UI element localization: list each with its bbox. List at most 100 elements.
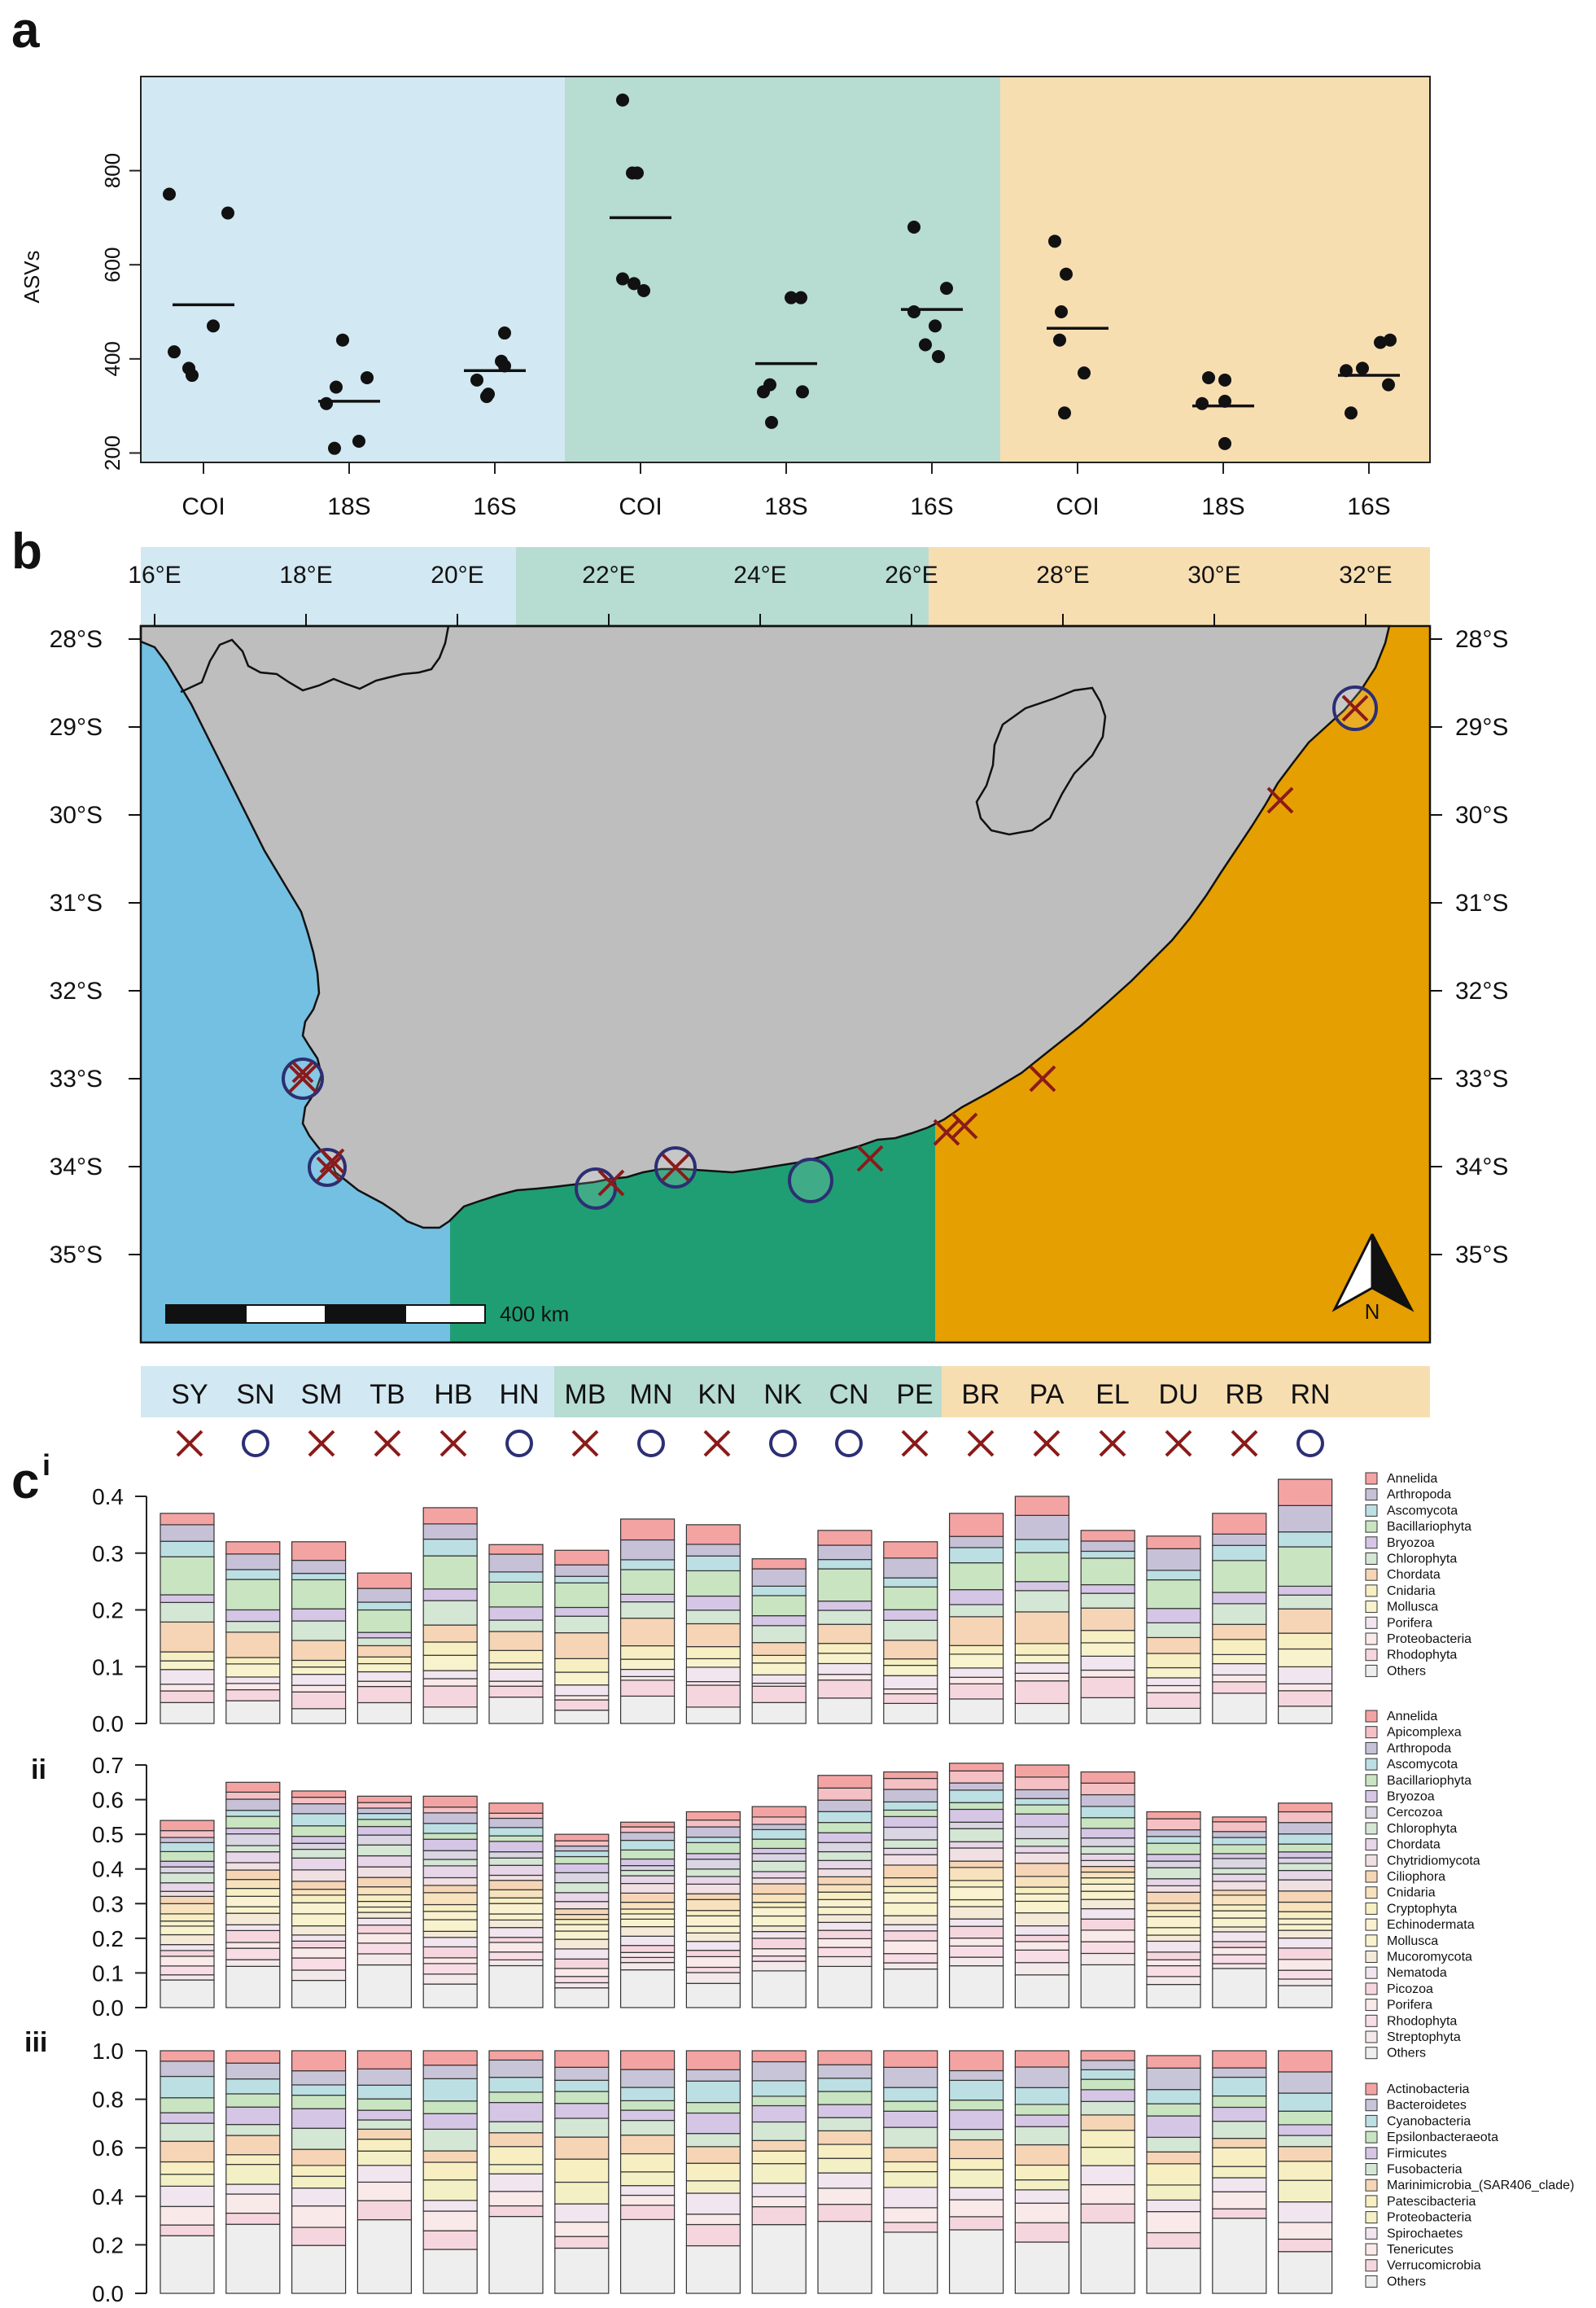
data-point bbox=[1055, 305, 1068, 319]
bar-segment bbox=[751, 1883, 807, 1895]
bar-segment bbox=[1212, 2177, 1267, 2192]
bar-segment bbox=[948, 2069, 1004, 2081]
data-point bbox=[1058, 406, 1071, 420]
site-code: BR bbox=[961, 1379, 999, 1410]
bar-segment bbox=[554, 2158, 610, 2183]
data-point bbox=[932, 349, 945, 363]
stacked-bar bbox=[817, 2050, 872, 2294]
legend-swatch bbox=[1365, 2030, 1378, 2043]
bar-segment bbox=[817, 1842, 872, 1853]
legend-label: Cercozoa bbox=[1387, 1806, 1443, 1820]
legend-label: Bryozoa bbox=[1387, 1536, 1435, 1550]
bar-segment bbox=[291, 2205, 347, 2228]
bar-segment bbox=[685, 1819, 741, 1828]
bar-segment bbox=[1014, 1846, 1070, 1854]
legend-swatch bbox=[1365, 2243, 1378, 2256]
bar-segment bbox=[1212, 1693, 1267, 1724]
bar-segment bbox=[619, 1821, 676, 1828]
bar-segment bbox=[422, 1983, 478, 2008]
bar-segment bbox=[751, 1625, 807, 1644]
site-code: PA bbox=[1030, 1379, 1065, 1410]
bar-segment bbox=[488, 1662, 544, 1670]
legend-swatch bbox=[1365, 1918, 1378, 1931]
legend-label: Picozoa bbox=[1387, 1982, 1433, 1996]
bar-segment bbox=[356, 2068, 412, 2086]
bar-segment bbox=[948, 1562, 1004, 1591]
bar-segment bbox=[883, 1801, 938, 1811]
bar-segment bbox=[883, 1664, 938, 1676]
bar-segment bbox=[1146, 1878, 1201, 1886]
bar-segment bbox=[948, 1763, 1004, 1772]
bar-segment bbox=[1212, 1674, 1267, 1683]
bar-segment bbox=[883, 2087, 938, 2102]
bar-segment bbox=[1014, 1702, 1070, 1724]
legend-swatch bbox=[1365, 2082, 1378, 2096]
bar-segment bbox=[948, 2128, 1004, 2141]
data-point bbox=[796, 385, 809, 399]
lon-tick-label: 18°E bbox=[279, 562, 332, 589]
bar-segment bbox=[488, 1697, 544, 1724]
legend-swatch bbox=[1365, 2211, 1378, 2224]
bar-segment bbox=[422, 1807, 478, 1814]
bar-segment bbox=[685, 1658, 741, 1668]
bar-segment bbox=[1014, 2164, 1070, 2181]
legend-label: Mollusca bbox=[1387, 1601, 1438, 1614]
bar-segment bbox=[422, 1670, 478, 1680]
bar-segment bbox=[422, 1937, 478, 1948]
bar-segment bbox=[1080, 1866, 1135, 1873]
bar-segment bbox=[1212, 1623, 1267, 1640]
site-code: PE bbox=[896, 1379, 933, 1410]
bar-segment bbox=[1146, 1910, 1201, 1917]
lesotho-outline bbox=[975, 686, 1107, 836]
bar-segment bbox=[948, 1938, 1004, 1947]
bar-segment bbox=[948, 1886, 1004, 1901]
stacked-bar-ci: 0.0 0.1 0.2 0.3 0.4 Annelida Arthropoda Ascomyc… bbox=[92, 1472, 1471, 1736]
bar-segment bbox=[685, 2112, 741, 2135]
bar-segment bbox=[422, 2249, 478, 2294]
bar-segment bbox=[1146, 2067, 1201, 2091]
bar-segment bbox=[422, 1507, 478, 1525]
bar-segment bbox=[488, 2132, 544, 2148]
legend-label: Patescibacteria bbox=[1387, 2195, 1476, 2209]
bar-segment bbox=[1212, 1853, 1267, 1859]
bar-segment bbox=[356, 1807, 412, 1815]
bar-segment bbox=[1080, 1846, 1135, 1855]
legend-label: Actinobacteria bbox=[1387, 2082, 1469, 2096]
bar-segment bbox=[225, 1833, 281, 1846]
bar-segment bbox=[948, 1841, 1004, 1849]
bar-segment bbox=[1277, 1594, 1333, 1609]
stacked-bar bbox=[883, 1771, 938, 2008]
bar-segment bbox=[291, 1925, 347, 1936]
bar-segment bbox=[160, 1920, 215, 1927]
data-point bbox=[480, 390, 493, 404]
bar-segment bbox=[356, 1601, 412, 1611]
bar-segment bbox=[883, 1924, 938, 1932]
bar-segment bbox=[1146, 1636, 1201, 1654]
bar-segment bbox=[160, 2161, 215, 2175]
site-code: SM bbox=[301, 1379, 343, 1410]
bar-segment bbox=[1080, 2203, 1135, 2223]
lat-tick-label-right: 32°S bbox=[1455, 978, 1508, 1005]
bar-segment bbox=[225, 1879, 281, 1890]
stacked-bar bbox=[751, 1558, 807, 1724]
bar-segment bbox=[1146, 1885, 1201, 1893]
bar-segment bbox=[751, 1960, 807, 1972]
bar-segment bbox=[488, 1913, 544, 1921]
bar-segment bbox=[554, 2117, 610, 2138]
bar-segment bbox=[356, 1834, 412, 1846]
legend-label: Others bbox=[1387, 1664, 1426, 1678]
bar-segment bbox=[619, 1593, 676, 1603]
bar-segment bbox=[160, 1660, 215, 1671]
legend-swatch bbox=[1365, 2131, 1378, 2144]
bar-segment bbox=[1014, 1590, 1070, 1613]
site-cross-kn bbox=[661, 1153, 690, 1182]
bar-segment bbox=[1277, 1822, 1333, 1835]
bar-segment bbox=[883, 2050, 938, 2068]
bar-segment bbox=[1277, 2251, 1333, 2294]
panel-label-c: c bbox=[11, 1453, 39, 1509]
site-strip: SY SN SM TB HB HN MB MN KN NK CN PE BR PA EL DU RB RN bbox=[141, 1366, 1430, 1457]
bar-segment bbox=[1014, 2222, 1070, 2243]
bar-segment bbox=[1277, 2238, 1333, 2253]
stacked-bar bbox=[160, 1820, 215, 2008]
data-point bbox=[186, 369, 199, 383]
